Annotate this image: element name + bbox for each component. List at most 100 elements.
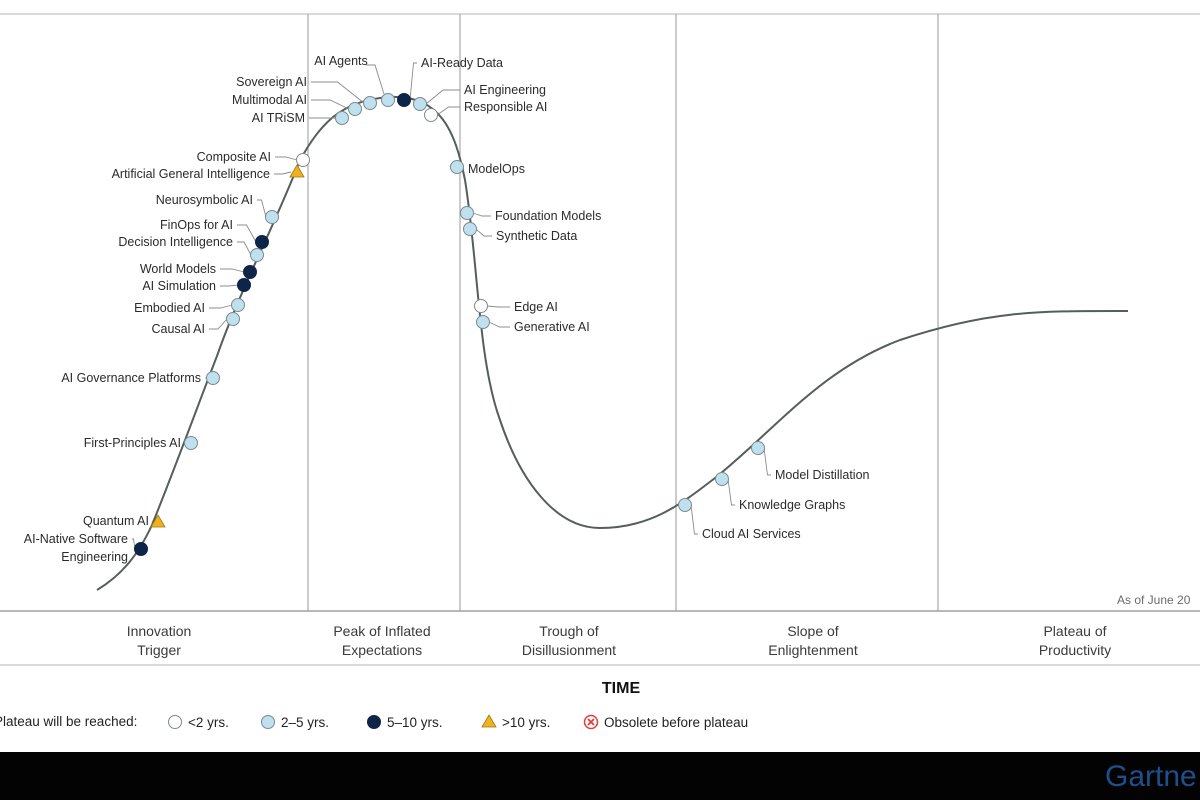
marker-neurosymbolic-ai [265,210,279,224]
label-artificial-general-intelligence: Artificial General Intelligence [112,167,270,181]
label-composite-ai: Composite AI [197,150,271,164]
leader-ai-agents [366,64,385,95]
phase-label-plateau-of-productivity: Plateau of [1043,623,1106,639]
marker-multimodal-ai [348,102,362,116]
label-ai-trism: AI TRiSM [252,111,305,125]
marker-knowledge-graphs [715,472,729,486]
label-leaders [132,62,771,550]
legend-icon-5-10-yrs [367,715,381,729]
phase-grid [0,13,1200,666]
marker-ai-simulation [237,278,251,292]
marker-world-models [243,265,257,279]
phase-label-peak-of-inflated-expectations-line2: Expectations [342,642,422,658]
label-ai-governance-platforms: AI Governance Platforms [61,371,201,385]
marker-ai-agents [381,93,395,107]
marker-foundation-models [460,206,474,220]
technology-labels: AI-Native Software Engineering Quantum AI F… [24,54,870,564]
phase-label-slope-of-enlightenment: Slope of [787,623,838,639]
leader-composite-ai [275,156,298,161]
label-first-principles-ai: First-Principles AI [84,436,181,450]
label-world-models: World Models [140,262,216,276]
leader-ai-engineering [425,89,460,105]
leader-ai-simulation [220,284,239,287]
marker-modelops [450,160,464,174]
label-embodied-ai: Embodied AI [134,301,205,315]
leader-edge-ai [486,305,510,308]
legend: Plateau will be reached: <2 yrs. 2–5 yrs. 5… [0,714,748,730]
legend-icon-10-yrs [481,714,497,728]
leader-multimodal-ai [311,99,350,110]
marker-ai-native-software-engineering [134,542,148,556]
marker-synthetic-data [463,222,477,236]
marker-generative-ai [476,315,490,329]
hype-curve [96,95,1129,591]
leader-decision-intelligence [237,241,252,256]
legend-item-4: Obsolete before plateau [604,715,748,730]
marker-embodied-ai [231,298,245,312]
label-generative-ai: Generative AI [514,320,590,334]
phase-label-trough-of-disillusionment: Trough of [539,623,599,639]
leader-knowledge-graphs [727,478,735,506]
label-modelops: ModelOps [468,162,525,176]
leader-embodied-ai [209,304,233,309]
leader-foundation-models [472,212,491,217]
marker-model-distillation [751,441,765,455]
marker-ai-governance-platforms [206,371,220,385]
leader-synthetic-data [475,228,492,237]
label-model-distillation: Model Distillation [775,468,870,482]
marker-artificial-general-intelligence [289,164,305,178]
legend-item-2: 5–10 yrs. [387,715,443,730]
phase-label-innovation-trigger: Innovation [127,623,192,639]
marker-quantum-ai [150,514,166,528]
label-responsible-ai: Responsible AI [464,100,547,114]
label-synthetic-data: Synthetic Data [496,229,577,243]
marker-responsible-ai [424,108,438,122]
footer-bar [0,752,1200,800]
label-sovereign-ai: Sovereign AI [236,75,307,89]
label-decision-intelligence: Decision Intelligence [118,235,233,249]
leader-neurosymbolic-ai [257,199,267,218]
marker-cloud-ai-services [678,498,692,512]
legend-title: Plateau will be reached: [0,714,137,729]
label-ai-native-software-engineering: AI-Native Software Engineering [24,532,128,564]
phase-label-innovation-trigger-line2: Trigger [137,642,181,658]
leader-world-models [220,268,245,273]
phase-labels: Innovation Trigger Peak of Inflated Expecta… [127,623,1111,658]
leader-ai-ready-data [409,62,417,101]
label-knowledge-graphs: Knowledge Graphs [739,498,845,512]
label-quantum-ai: Quantum AI [83,514,149,528]
marker-ai-engineering [413,97,427,111]
marker-decision-intelligence [250,248,264,262]
label-neurosymbolic-ai: Neurosymbolic AI [156,193,253,207]
leader-sovereign-ai [311,81,365,104]
leader-finops-for-ai [237,224,257,243]
marker-finops-for-ai [255,235,269,249]
leader-ai-native-software-engineering [132,538,136,550]
legend-icon-2-yrs [168,715,182,729]
marker-edge-ai [474,299,488,313]
leader-causal-ai [209,318,228,330]
label-cloud-ai-services: Cloud AI Services [702,527,801,541]
legend-item-1: 2–5 yrs. [281,715,329,730]
marker-sovereign-ai [363,96,377,110]
marker-causal-ai [226,312,240,326]
legend-item-3: >10 yrs. [502,715,550,730]
as-of-date: As of June 20 [1117,593,1191,607]
marker-composite-ai [296,153,310,167]
brand-logo: Gartne [1105,760,1197,793]
leader-generative-ai [488,321,510,328]
marker-first-principles-ai [184,436,198,450]
label-multimodal-ai: Multimodal AI [232,93,307,107]
label-ai-engineering: AI Engineering [464,83,546,97]
label-foundation-models: Foundation Models [495,209,601,223]
legend-item-0: <2 yrs. [188,715,229,730]
label-finops-for-ai: FinOps for AI [160,218,233,232]
leader-cloud-ai-services [690,504,698,535]
phase-label-trough-of-disillusionment-line2: Disillusionment [522,642,616,658]
label-ai-ready-data: AI-Ready Data [421,56,503,70]
phase-label-slope-of-enlightenment-line2: Enlightenment [768,642,858,658]
phase-label-plateau-of-productivity-line2: Productivity [1039,642,1111,658]
legend-icon-obsolete-before-plateau [583,714,599,730]
leader-responsible-ai [436,106,460,116]
